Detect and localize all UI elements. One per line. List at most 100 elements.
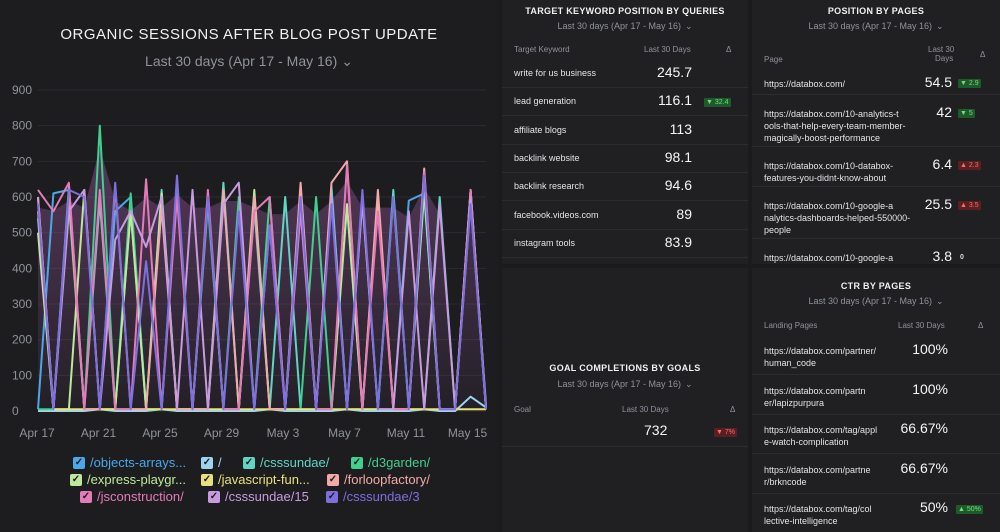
page-value: 54.5 [924,74,952,90]
check-icon[interactable]: ✓ [70,473,82,486]
date-range-selector[interactable]: Last 30 days (Apr 17 - May 16) ⌄ [502,21,748,32]
check-icon[interactable]: ✓ [208,490,220,503]
col-header-page: Page [764,55,783,64]
check-icon[interactable]: ✓ [201,473,213,486]
col-header-delta: Δ [980,50,986,59]
ctr-row[interactable]: https://databox.com/tag/appl e-watch-comp… [752,414,1000,454]
col-header-period-b: Days [935,54,954,63]
y-tick-label: 300 [12,297,32,311]
date-range-selector[interactable]: Last 30 days (Apr 17 - May 16) ⌄ [752,21,1000,32]
y-tick-label: 100 [12,368,32,382]
page-row[interactable]: https://databox.com/10-databox-features-… [752,146,1000,187]
x-tick-label: May 3 [267,426,300,440]
landing-page-url[interactable]: https://databox.com/tag/col lective-intel… [764,503,904,527]
keyword-row[interactable]: instagram tools 83.9 [502,229,748,258]
x-tick-label: Apr 21 [81,426,117,440]
page-row[interactable]: https://databox.com/10-google-analytics-… [752,238,1000,264]
ctr-row[interactable]: https://databox.com/partne r/brkncode 66.6… [752,454,1000,494]
ctr-value: 66.67% [900,459,948,476]
x-tick-label: Apr 29 [204,426,240,440]
ctr-row[interactable]: https://databox.com/partner/human_code 10… [752,335,1000,375]
landing-url-line: https://databox.com/tag/col [764,504,872,514]
page-url-line: ools-that-help-every-team-member- [764,121,906,131]
y-tick-label: 700 [12,154,32,168]
page-url-line: https://databox.com/10-google-a [764,201,894,211]
landing-url-line: https://databox.com/partne [764,464,871,475]
legend-item[interactable]: ✓ /forloopfactory/ [327,472,430,487]
keyword-row[interactable]: facebook.videos.com 89 [502,201,748,230]
keyword-row[interactable]: backlink website 98.1 [502,144,748,173]
keyword-value: 113 [669,120,692,137]
landing-page-url[interactable]: https://databox.com/tag/appl e-watch-comp… [764,424,904,448]
page-url-line: https://databox.com/10-databox- [764,161,894,171]
check-icon[interactable]: ✓ [326,490,338,503]
legend-item[interactable]: ✓ /jsconstruction/ [80,489,184,504]
landing-url-line: r/brkncode [764,476,807,487]
check-icon[interactable]: ✓ [201,456,213,469]
ctr-value: 66.67% [900,420,948,436]
check-icon[interactable]: ✓ [80,490,92,503]
page-row[interactable]: https://databox.com/54.5 ▼ 2.9 [752,64,1000,95]
page-url[interactable]: https://databox.com/10-databox-features-… [764,160,914,184]
page-url-line: https://databox.com/ [764,79,846,89]
y-tick-label: 900 [12,83,32,97]
keyword-value: 83.9 [664,233,692,250]
legend-item[interactable]: ✓ /csssundae/3 [326,489,420,504]
chevron-down-icon: ⌄ [936,21,944,31]
legend-label: /csssundae/3 [343,489,420,504]
ctr-row[interactable]: https://databox.com/partn er/lapizpurpura… [752,375,1000,415]
date-range-label: Last 30 days (Apr 17 - May 16) [808,21,932,31]
col-header-landing: Landing Pages [764,321,818,330]
landing-page-url[interactable]: https://databox.com/partner/human_code [764,345,904,369]
keyword-row[interactable]: lead generation 116.1 ▼ 32.4 [502,87,748,117]
legend-item[interactable]: ✓ / [201,455,222,470]
ctr-value: 100% [912,341,948,357]
keyword-row[interactable]: backlink research 94.6 [502,172,748,202]
keyword-value: 245.7 [656,64,692,80]
keyword-row[interactable]: write for us business 245.7 [502,59,748,88]
page-url[interactable]: https://databox.com/10-analytics-t ools-t… [764,108,914,144]
page-row[interactable]: https://databox.com/10-analytics-t ools-t… [752,94,1000,147]
col-header-delta: Δ [978,321,984,330]
ctr-row[interactable]: https://databox.com/tag/col lective-intel… [752,493,1000,532]
legend-item[interactable]: ✓ /objects-arrays... [73,455,186,470]
check-icon[interactable]: ✓ [73,456,85,469]
col-header-keyword: Target Keyword [514,45,570,54]
landing-page-url[interactable]: https://databox.com/partne r/brkncode [764,464,904,488]
page-url[interactable]: https://databox.com/10-google-analytics-… [764,252,914,264]
landing-url-line: lective-intelligence [764,516,838,526]
delta-badge: ▼ 5 [958,109,975,118]
legend-item[interactable]: ✓ /d3garden/ [351,455,430,470]
date-range-selector[interactable]: Last 30 days (Apr 17 - May 16) ⌄ [752,296,1000,307]
page-value: 3.8 [932,248,952,264]
keyword-label: affiliate blogs [514,124,567,135]
legend-label: /javascript-fun... [218,472,310,487]
chevron-down-icon: ⌄ [685,379,693,389]
landing-page-url[interactable]: https://databox.com/partn er/lapizpurpura [764,385,904,409]
col-header-delta: Δ [726,45,732,54]
landing-url-line: human_code [764,358,817,368]
legend-label: /d3garden/ [368,455,431,470]
y-tick-label: 400 [12,261,32,275]
goal-row[interactable]: 732 ▼ 7% [502,418,748,447]
check-icon[interactable]: ✓ [351,456,363,469]
date-range-selector[interactable]: Last 30 days (Apr 17 - May 16) ⌄ [0,53,498,70]
page-url-line: features-you-didnt-know-about [764,173,887,183]
page-value: 42 [936,104,952,120]
position-by-pages-panel: POSITION BY PAGES Last 30 days (Apr 17 -… [752,0,1000,264]
check-icon[interactable]: ✓ [243,456,255,469]
legend-item[interactable]: ✓ /csssundae/15 [208,489,309,504]
y-tick-label: 0 [12,404,19,418]
keyword-value: 89 [676,205,692,222]
keyword-row[interactable]: affiliate blogs 113 [502,116,748,145]
date-range-label: Last 30 days (Apr 17 - May 16) [557,379,681,389]
panel-title: TARGET KEYWORD POSITION BY QUERIES [525,6,725,16]
legend-item[interactable]: ✓ /csssundae/ [243,455,329,470]
legend-item[interactable]: ✓ /javascript-fun... [201,472,310,487]
date-range-selector[interactable]: Last 30 days (Apr 17 - May 16) ⌄ [502,379,748,390]
check-icon[interactable]: ✓ [327,473,339,486]
legend-item[interactable]: ✓ /express-playgr... [70,472,186,487]
page-url[interactable]: https://databox.com/ [764,78,914,90]
